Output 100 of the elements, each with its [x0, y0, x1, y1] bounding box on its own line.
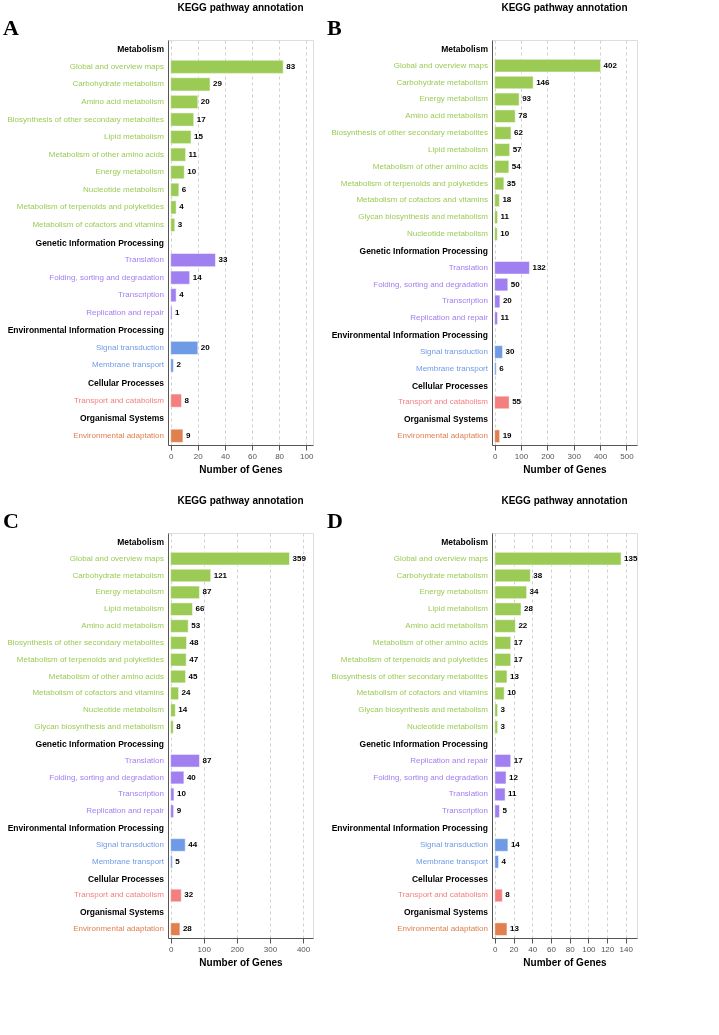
y-tick-label: Signal transduction [419, 839, 488, 849]
data-label: 135 [624, 553, 638, 563]
data-label: 1 [175, 307, 181, 317]
y-tick-label: Metabolism of cofactors and vitamins [356, 688, 488, 698]
data-label: 50 [510, 279, 521, 289]
data-label: 11 [500, 313, 510, 323]
data-label: 18 [502, 195, 512, 205]
y-tick-label: Nucleotide metabolism [407, 229, 489, 239]
x-tick-label: 40 [528, 944, 538, 954]
x-axis-title: Number of Genes [199, 463, 284, 475]
text: D [327, 508, 343, 533]
data-label: 13 [509, 924, 520, 934]
y-tick-label: Translation [448, 789, 488, 799]
bar [170, 253, 216, 267]
bar [494, 602, 522, 616]
bar [494, 126, 512, 140]
y-tick-label: Environmental Information Processing [7, 823, 164, 834]
y-tick-label: Carbohydrate metabolism [396, 77, 489, 87]
y-tick-label: Amino acid metabolism [81, 621, 165, 631]
data-label: 62 [513, 128, 524, 138]
data-label: 5 [502, 806, 508, 816]
bar [170, 720, 174, 734]
bar [170, 200, 177, 215]
bar [170, 288, 177, 303]
y-tick-label: Cellular Processes [87, 378, 165, 389]
y-tick-label: Lipid metabolism [103, 604, 165, 614]
y-tick-label: Environmental Information Processing [7, 325, 164, 336]
data-label: 14 [510, 839, 521, 849]
data-label: 8 [184, 395, 190, 405]
bar [170, 602, 193, 616]
y-tick-label: Carbohydrate metabolism [396, 570, 489, 580]
data-label: 14 [192, 272, 203, 282]
y-tick-label: Environmental adaptation [73, 924, 164, 934]
data-label: 9 [176, 806, 182, 816]
y-tick-label: Metabolism of other amino acids [372, 161, 488, 171]
y-tick-label: Folding, sorting and degradation [49, 772, 164, 782]
bar [494, 143, 510, 157]
bar [170, 838, 186, 852]
data-label: 28 [524, 604, 534, 614]
bar [494, 278, 509, 292]
data-label: 34 [529, 587, 540, 597]
data-label: 3 [177, 219, 183, 229]
bar [170, 428, 184, 443]
y-tick-label: Lipid metabolism [427, 144, 489, 154]
data-label: 20 [200, 342, 211, 352]
data-label: 11 [508, 789, 518, 799]
bar [494, 193, 500, 207]
data-label: 87 [202, 587, 212, 597]
bar [494, 395, 510, 410]
y-tick-label: Transport and catabolism [74, 395, 165, 405]
bar [170, 804, 174, 818]
x-tick-label: 300 [263, 944, 278, 954]
bar [494, 636, 511, 650]
data-label: 4 [179, 290, 185, 300]
data-label: 45 [188, 671, 198, 681]
text: B [327, 15, 342, 40]
bar [170, 341, 199, 355]
y-tick-label: Cellular Processes [411, 380, 489, 391]
bar [494, 210, 498, 224]
data-label: 10 [507, 688, 517, 698]
bar [170, 754, 200, 768]
data-label: 13 [509, 671, 520, 681]
bar [170, 147, 186, 162]
y-tick-label: Metabolism of cofactors and vitamins [32, 219, 164, 229]
bar [494, 92, 520, 106]
data-label: 87 [202, 755, 212, 765]
data-label: 2 [176, 360, 182, 370]
y-tick-label: Biosynthesis of other secondary metabolites [331, 128, 488, 138]
data-label: 14 [178, 705, 188, 715]
x-tick-label: 40 [220, 451, 231, 461]
data-label: 19 [502, 431, 513, 441]
bar [494, 686, 505, 700]
x-tick-label: 100 [582, 944, 597, 954]
bar [170, 95, 199, 109]
bar [494, 703, 498, 717]
bar [170, 358, 174, 373]
data-label: 93 [522, 94, 532, 104]
data-label: 17 [196, 114, 207, 124]
y-tick-label: Metabolism of other amino acids [48, 671, 164, 681]
bar [494, 855, 499, 869]
bar [494, 109, 516, 123]
data-label: 3 [500, 722, 506, 732]
y-tick-label: Replication and repair [86, 307, 165, 317]
bar [494, 585, 527, 599]
bar [170, 182, 180, 197]
data-label: 146 [536, 77, 551, 87]
data-label: 11 [188, 149, 198, 159]
data-label: 17 [513, 637, 524, 647]
bar [170, 165, 185, 180]
x-tick-label: 100 [514, 451, 529, 461]
y-tick-label: Glycan biosynthesis and metabolism [358, 705, 489, 715]
data-label: 121 [213, 570, 228, 580]
y-tick-label: Transport and catabolism [398, 890, 489, 900]
y-tick-label: Metabolism of terpenoids and polyketides [16, 202, 164, 212]
y-tick-label: Replication and repair [86, 806, 165, 816]
data-label: 402 [603, 60, 618, 70]
x-tick-label: 400 [296, 944, 311, 954]
chart-title: KEGG pathway annotation [177, 495, 304, 506]
data-label: 17 [513, 654, 524, 664]
y-tick-label: Nucleotide metabolism [407, 722, 489, 732]
